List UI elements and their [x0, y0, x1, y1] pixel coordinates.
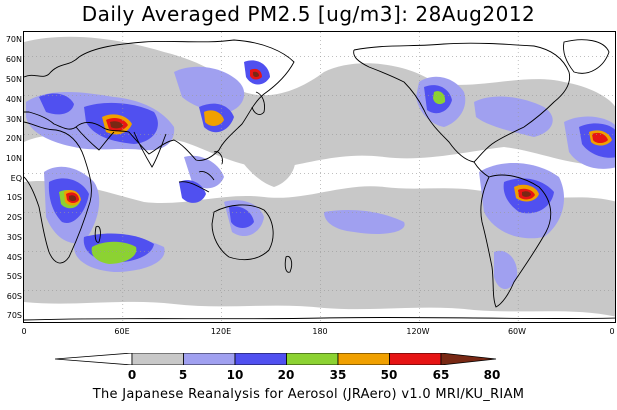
lat-label-10n: 10N: [5, 154, 22, 163]
lat-label-70n: 70N: [5, 35, 22, 44]
colorbar-label: 10: [226, 368, 244, 382]
graticule: [24, 32, 615, 322]
pm25-map-svg: [24, 32, 615, 322]
pm25-map: [23, 31, 616, 323]
lon-label-0-west-edge: 0: [21, 327, 27, 336]
colorbar-tail-high: [440, 353, 497, 365]
colorbar-swatch: [286, 353, 339, 365]
lon-label-120w: 120W: [406, 327, 430, 336]
lat-label-20n: 20N: [5, 134, 22, 143]
lat-label-40n: 40N: [5, 95, 22, 104]
lat-label-50s: 50S: [6, 272, 22, 281]
colorbar-label: 65: [432, 368, 450, 382]
colorbar: [55, 353, 497, 365]
colorbar-label: 80: [483, 368, 501, 382]
colorbar-swatch: [234, 353, 287, 365]
map-title: Daily Averaged PM2.5 [ug/m3]: 28Aug2012: [81, 2, 536, 26]
colorbar-tail-low: [55, 353, 133, 365]
colorbar-swatches: [55, 353, 497, 365]
colorbar-swatch: [183, 353, 236, 365]
footer-credit: The Japanese Reanalysis for Aerosol (JRA…: [92, 387, 525, 402]
lon-label-60e: 60E: [114, 327, 130, 336]
colorbar-label: 5: [178, 368, 188, 382]
lat-label-60s: 60S: [6, 292, 22, 301]
colorbar-label: 35: [329, 368, 347, 382]
lat-label-70s: 70S: [6, 311, 22, 320]
lat-label-40s: 40S: [6, 253, 22, 262]
lat-label-eq: EQ: [10, 174, 22, 183]
lon-label-0-east-edge: 0: [609, 327, 615, 336]
coastlines: [24, 39, 615, 321]
colorbar-label: 50: [380, 368, 398, 382]
colorbar-swatch: [389, 353, 442, 365]
colorbar-label: 20: [277, 368, 295, 382]
colorbar-swatch: [131, 353, 184, 365]
lat-label-20s: 20S: [6, 213, 22, 222]
pm25-band-above-80: [69, 71, 531, 202]
lon-label-60w: 60W: [507, 327, 527, 336]
lat-label-30s: 30S: [6, 233, 22, 242]
lat-label-10s: 10S: [6, 193, 22, 202]
colorbar-swatch: [337, 353, 390, 365]
lon-label-120e: 120E: [210, 327, 232, 336]
lat-label-30n: 30N: [5, 115, 22, 124]
colorbar-label: 0: [127, 368, 137, 382]
lon-label-180: 180: [312, 327, 328, 336]
lat-label-60n: 60N: [5, 55, 22, 64]
lat-label-50n: 50N: [5, 75, 22, 84]
